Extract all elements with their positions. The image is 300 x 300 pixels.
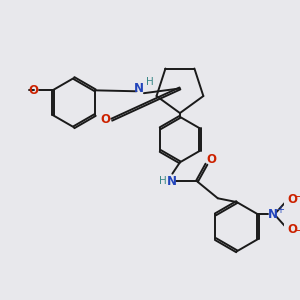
Text: H: H [146,77,154,87]
Text: O: O [287,223,297,236]
Text: N: N [268,208,278,221]
Text: +: + [276,205,284,215]
Text: H: H [159,176,167,186]
Text: −: − [294,192,300,203]
Text: N: N [167,175,177,188]
Text: N: N [134,82,144,95]
Text: O: O [100,113,110,126]
Text: O: O [28,84,39,97]
Text: O: O [287,193,297,206]
Text: O: O [206,153,216,166]
Text: −: − [294,226,300,236]
